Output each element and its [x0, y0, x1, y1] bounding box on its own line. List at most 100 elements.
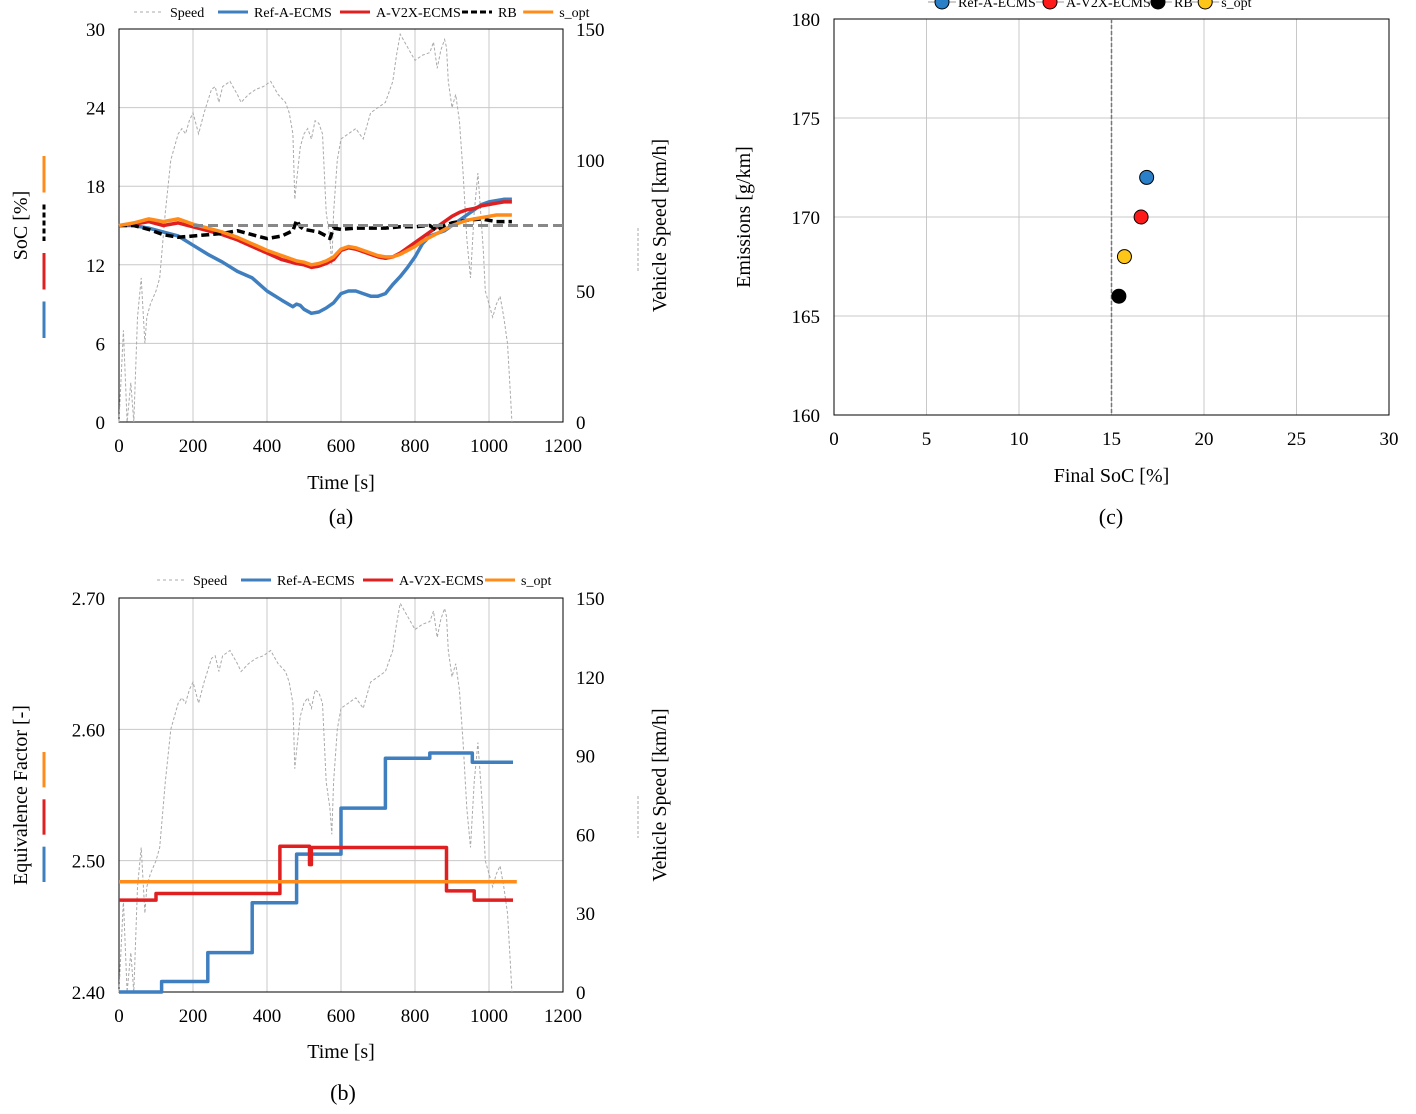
y-tick-label: 165 — [792, 307, 821, 328]
legend-entry: Speed — [157, 574, 227, 589]
legend-label: A-V2X-ECMS — [399, 574, 484, 589]
y-tick-label: 6 — [96, 334, 106, 355]
y2-tick-label: 0 — [576, 983, 586, 1004]
legend-label: Ref-A-ECMS — [254, 6, 332, 21]
legend-entry: RB — [1144, 0, 1193, 11]
y-tick-label: 0 — [96, 413, 106, 434]
x-tick-label: 1000 — [470, 1006, 508, 1027]
series-line-ref-a-ecms — [119, 751, 513, 994]
x-tick-label: 600 — [327, 436, 356, 457]
panel-label: (c) — [1099, 504, 1123, 529]
legend-label: Ref-A-ECMS — [277, 574, 355, 589]
x-tick-label: 200 — [179, 1006, 208, 1027]
point-s-opt — [1116, 249, 1132, 265]
y-tick-label: 18 — [86, 177, 105, 198]
point-rb — [1111, 288, 1127, 304]
legend-label: RB — [498, 6, 517, 21]
y-tick-label: 2.60 — [72, 720, 105, 741]
x-tick-label: 1200 — [544, 436, 582, 457]
y2-tick-label: 150 — [576, 20, 605, 41]
legend-label: Speed — [170, 6, 204, 21]
y2-tick-label: 150 — [576, 589, 605, 610]
panel-1: 0 200 400 600 800 1000 1200 2.40 2.50 2.60 2.70 0 30… — [10, 574, 671, 1105]
y2-tick-label: 120 — [576, 668, 605, 689]
y-tick-label: 2.40 — [72, 983, 105, 1004]
legend-entry: Ref-A-ECMS — [218, 6, 332, 21]
legend-label: RB — [1174, 0, 1193, 11]
x-tick-label: 15 — [1102, 429, 1121, 450]
legend-entry: A-V2X-ECMS — [363, 574, 484, 589]
panel-2: 0 5 10 15 20 25 30 160 165 170 175 180 Final SoC [%]… — [733, 0, 1399, 529]
x-axis-label: Time [s] — [307, 472, 375, 494]
x-tick-label: 0 — [114, 436, 124, 457]
series-line-s-opt — [118, 213, 512, 267]
y-axis-label: SoC [%] — [10, 191, 32, 260]
speed-series-line — [118, 32, 513, 423]
x-tick-label: 200 — [179, 436, 208, 457]
legend-label: Ref-A-ECMS — [958, 0, 1036, 11]
legend-entry: Ref-A-ECMS — [928, 0, 1036, 11]
legend-marker — [934, 0, 950, 10]
legend-label: Speed — [193, 574, 227, 589]
series-line-rb — [119, 217, 512, 241]
x-tick-label: 400 — [253, 1006, 282, 1027]
y-tick-label: 24 — [86, 99, 106, 120]
y2-tick-label: 50 — [576, 282, 595, 303]
series-line-a-v2x-ecms — [119, 844, 513, 902]
x-tick-label: 25 — [1287, 429, 1306, 450]
x-tick-label: 600 — [327, 1006, 356, 1027]
legend-marker — [1042, 0, 1058, 10]
legend-entry: Ref-A-ECMS — [241, 574, 355, 589]
x-tick-label: 800 — [401, 436, 430, 457]
legend-marker — [1150, 0, 1166, 10]
y2-tick-label: 60 — [576, 825, 595, 846]
y2-tick-label: 30 — [576, 904, 595, 925]
plot-frame — [118, 597, 564, 993]
legend-entry: A-V2X-ECMS — [1036, 0, 1151, 11]
y-tick-label: 175 — [792, 109, 821, 130]
y-tick-label: 160 — [792, 406, 821, 427]
legend-label: A-V2X-ECMS — [376, 6, 461, 21]
y2-tick-label: 100 — [576, 151, 605, 172]
speed-series-line — [118, 601, 513, 993]
panel-label: (a) — [329, 504, 353, 529]
x-axis-label: Time [s] — [307, 1041, 375, 1063]
y-axis-label: Emissions [g/km] — [733, 146, 755, 288]
x-axis-label: Final SoC [%] — [1054, 465, 1170, 487]
x-tick-label: 20 — [1195, 429, 1214, 450]
legend-label: s_opt — [521, 574, 551, 589]
x-tick-label: 400 — [253, 436, 282, 457]
legend-marker — [1197, 0, 1213, 10]
legend-entry: s_opt — [485, 574, 551, 589]
y2-axis-label: Vehicle Speed [km/h] — [649, 708, 671, 881]
point-ref-a-ecms — [1139, 169, 1155, 185]
y-tick-label: 180 — [792, 10, 821, 31]
x-tick-label: 1000 — [470, 436, 508, 457]
x-tick-label: 0 — [829, 429, 839, 450]
point-a-v2x-ecms — [1133, 209, 1149, 225]
legend-label: A-V2X-ECMS — [1066, 0, 1151, 11]
x-tick-label: 10 — [1010, 429, 1029, 450]
legend-label: s_opt — [559, 6, 589, 21]
legend-entry: A-V2X-ECMS — [340, 6, 461, 21]
y-tick-label: 30 — [86, 20, 105, 41]
y-axis-label: Equivalence Factor [-] — [10, 705, 32, 885]
y2-tick-label: 90 — [576, 747, 595, 768]
legend-entry: Speed — [134, 6, 204, 21]
y-tick-label: 170 — [792, 208, 821, 229]
x-tick-label: 30 — [1380, 429, 1399, 450]
series-line-ref-a-ecms — [119, 197, 512, 316]
y-tick-label: 12 — [86, 256, 105, 277]
legend-entry: s_opt — [523, 6, 590, 21]
x-tick-label: 800 — [401, 1006, 430, 1027]
panel-label: (b) — [330, 1080, 356, 1105]
y-tick-label: 2.70 — [72, 589, 105, 610]
x-tick-label: 0 — [114, 1006, 124, 1027]
y-tick-label: 2.50 — [72, 852, 105, 873]
legend-entry: s_opt — [1191, 0, 1252, 11]
x-tick-label: 5 — [922, 429, 932, 450]
panel-0: 0 200 400 600 800 1000 12000612182430050100150… — [10, 6, 671, 529]
x-tick-label: 1200 — [544, 1006, 582, 1027]
legend-entry: RB — [462, 6, 517, 21]
